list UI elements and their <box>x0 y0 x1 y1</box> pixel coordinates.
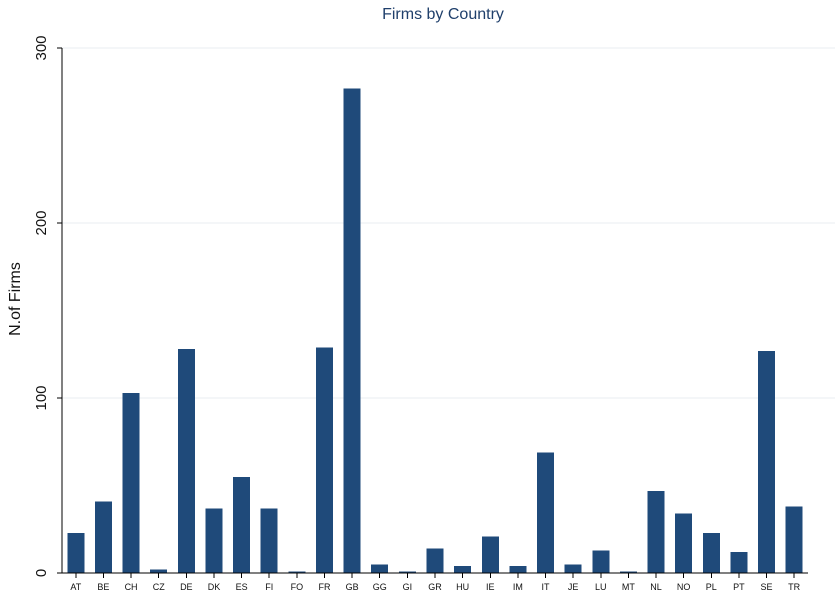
y-axis-ticks: 0 100 200 300 <box>33 35 62 577</box>
y-tick-label: 200 <box>33 210 50 235</box>
x-tick-label: AT <box>70 582 81 592</box>
x-tick-label: BE <box>97 582 109 592</box>
bar <box>592 550 610 573</box>
x-tick-label: MT <box>622 582 635 592</box>
x-tick-label: PL <box>706 582 717 592</box>
x-tick-label: CH <box>125 582 138 592</box>
x-axis-ticks: AT BE CH CZ DE DK ES FI FO FR GB GG GI GR HU IE IM IT JE LU… <box>70 573 801 592</box>
x-tick-label: SE <box>761 582 773 592</box>
x-tick-label: IT <box>542 582 551 592</box>
x-tick-label: GI <box>403 582 413 592</box>
bar <box>343 88 361 573</box>
bar <box>509 566 527 573</box>
bar <box>454 566 472 573</box>
bar <box>150 569 168 573</box>
x-tick-label: DK <box>208 582 221 592</box>
bar <box>371 564 389 573</box>
bars <box>67 88 803 573</box>
x-tick-label: ES <box>236 582 248 592</box>
x-tick-label: FO <box>291 582 304 592</box>
bar <box>288 571 306 573</box>
x-tick-label: TR <box>788 582 800 592</box>
bar <box>537 452 555 573</box>
bar <box>758 350 776 573</box>
bar <box>426 548 444 573</box>
x-tick-label: DE <box>180 582 193 592</box>
bar <box>481 536 499 573</box>
chart-title: Firms by Country <box>382 6 504 23</box>
bar <box>564 564 582 573</box>
bar <box>94 501 112 573</box>
y-tick-label: 0 <box>33 569 50 577</box>
bar <box>675 513 693 573</box>
bar <box>260 508 278 573</box>
bar <box>233 476 251 573</box>
y-tick-label: 300 <box>33 35 50 60</box>
y-tick-label: 100 <box>33 385 50 410</box>
x-tick-label: IE <box>486 582 495 592</box>
bar <box>315 347 333 573</box>
y-axis-label: N.of Firms <box>7 262 24 336</box>
bar <box>647 490 665 573</box>
x-tick-label: GG <box>373 582 387 592</box>
x-tick-label: GR <box>428 582 442 592</box>
bar <box>122 392 140 573</box>
bar <box>177 349 195 573</box>
x-tick-label: FR <box>318 582 330 592</box>
x-tick-label: JE <box>568 582 579 592</box>
x-tick-label: FI <box>265 582 273 592</box>
x-tick-label: LU <box>595 582 607 592</box>
bar <box>785 506 803 573</box>
bar <box>398 571 416 573</box>
bar <box>67 532 85 573</box>
x-tick-label: NO <box>677 582 691 592</box>
bar <box>702 532 720 573</box>
x-tick-label: IM <box>513 582 523 592</box>
x-tick-label: NL <box>650 582 662 592</box>
bar <box>205 508 223 573</box>
bar <box>730 552 748 573</box>
x-tick-label: PT <box>733 582 745 592</box>
x-tick-label: GB <box>346 582 359 592</box>
x-tick-label: CZ <box>153 582 165 592</box>
x-tick-label: HU <box>456 582 469 592</box>
bar <box>619 571 637 573</box>
